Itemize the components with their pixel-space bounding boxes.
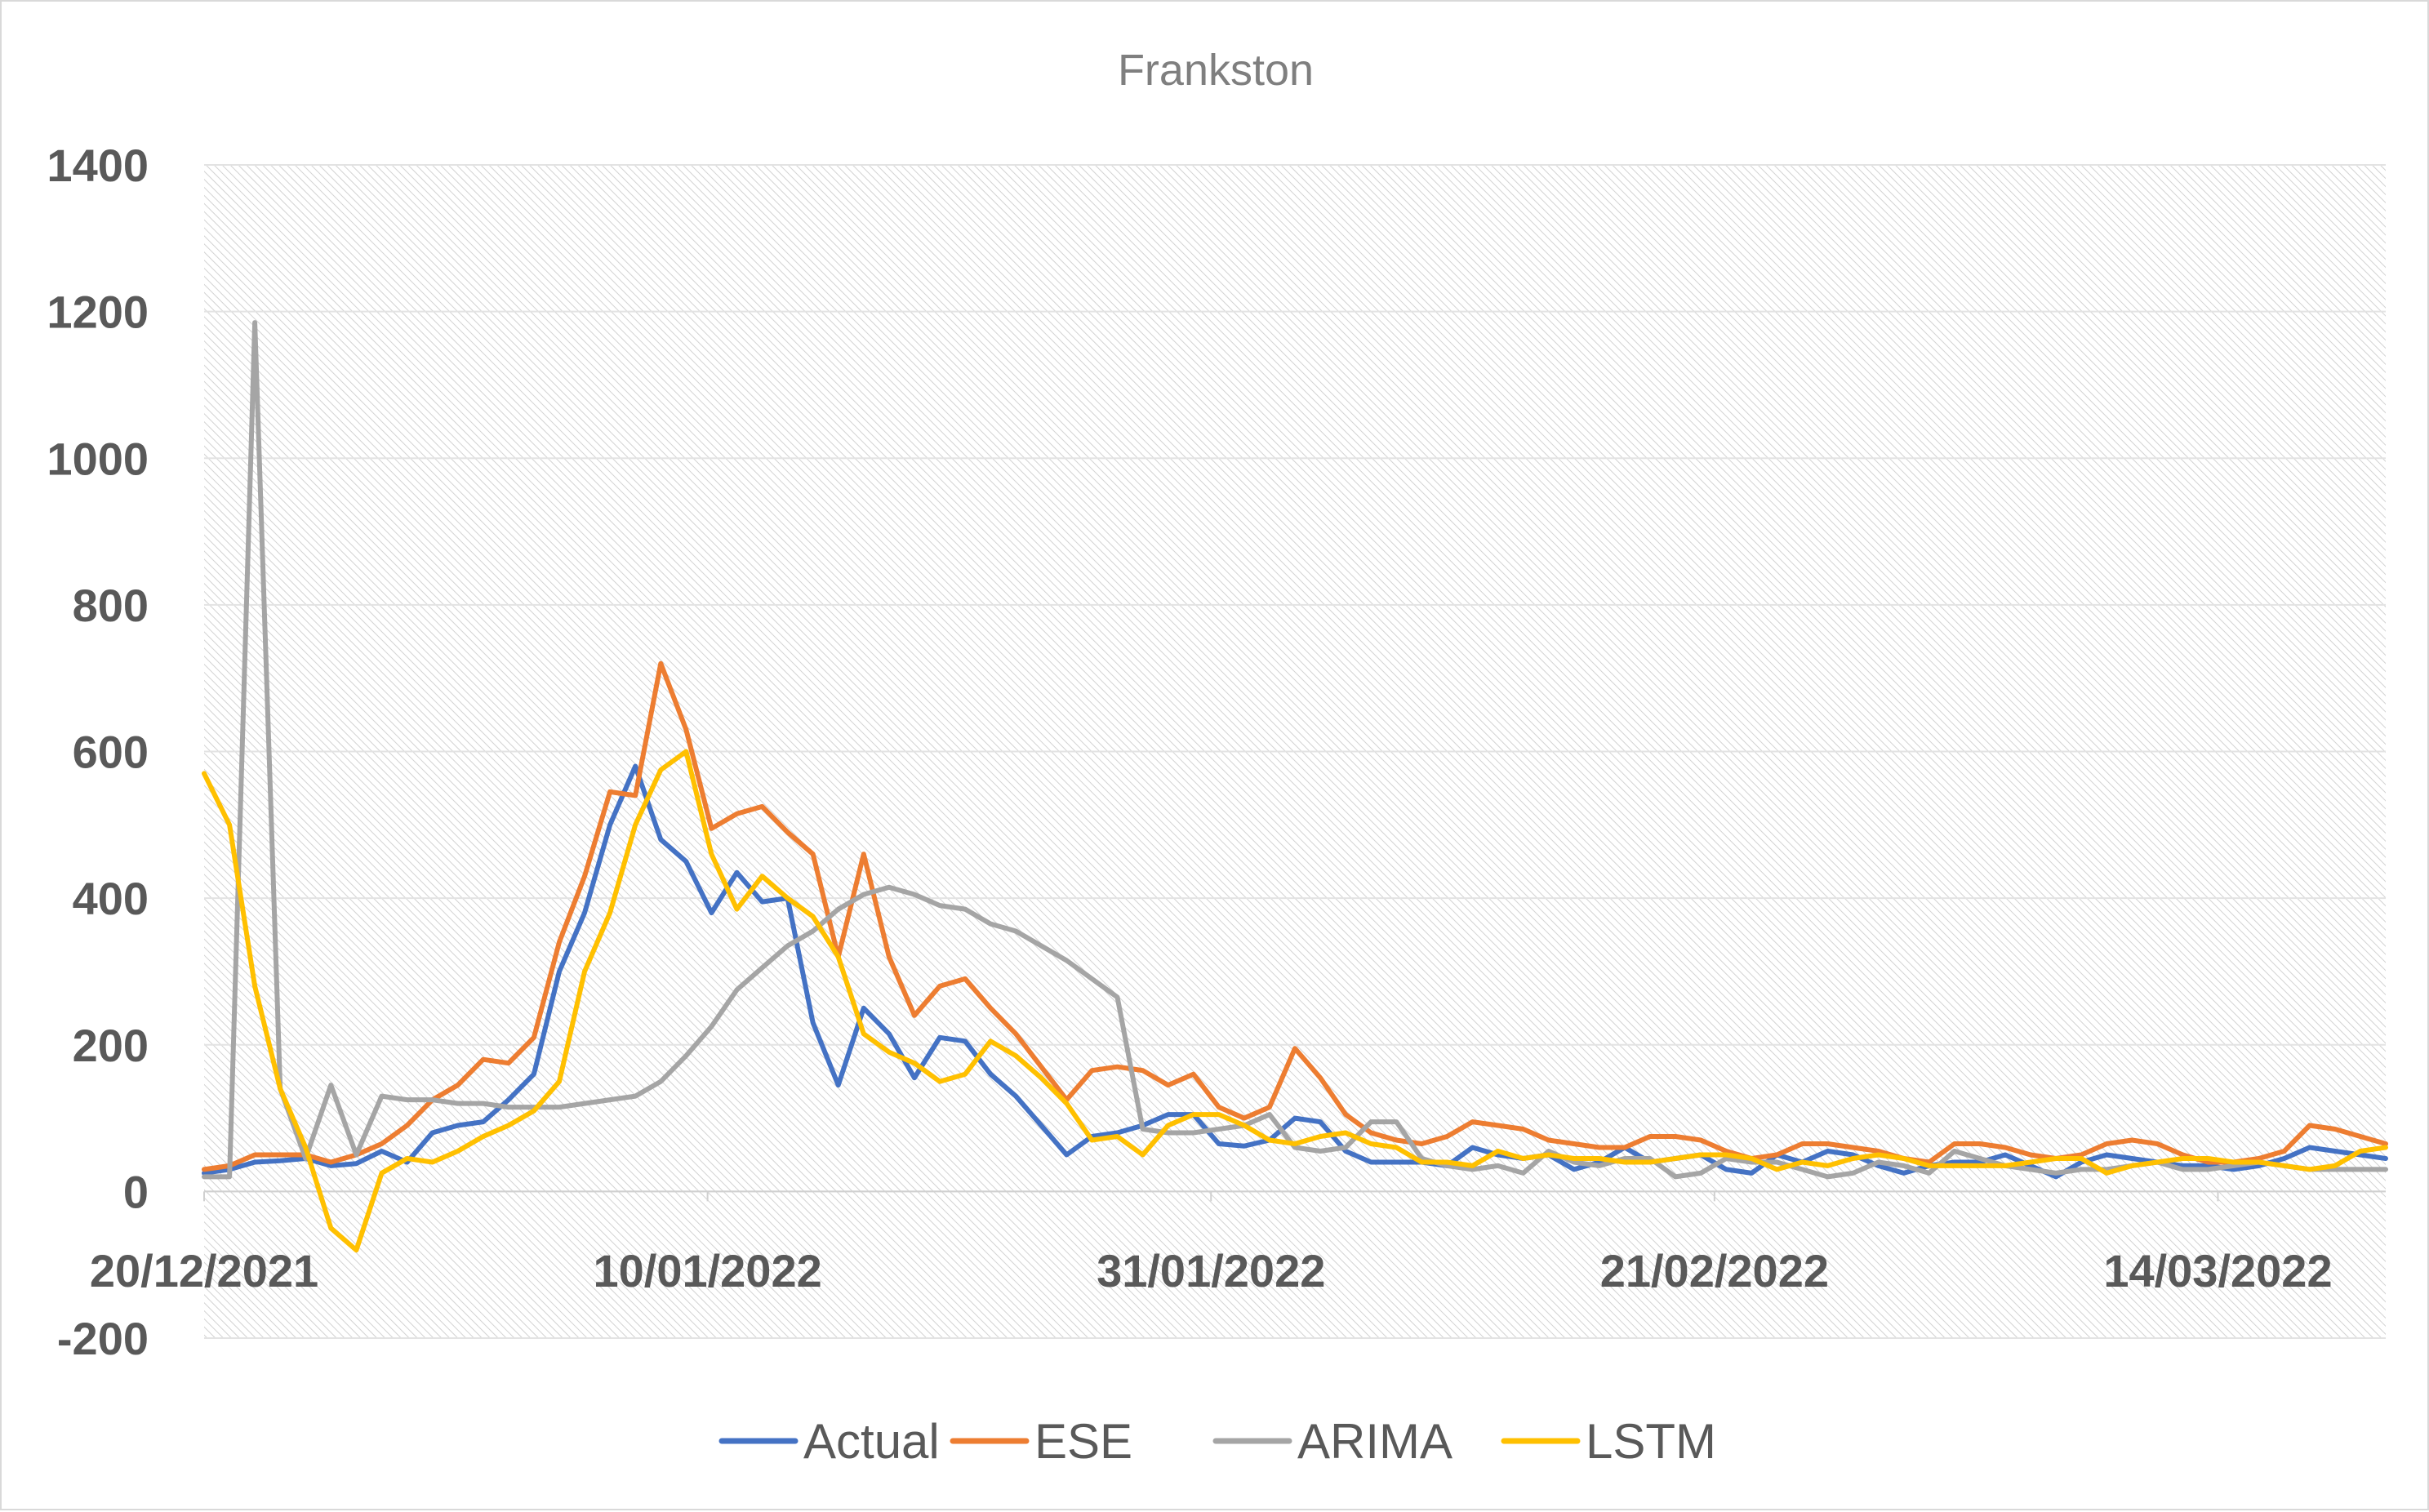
y-tick-label: 800 xyxy=(73,580,149,631)
series-line-ese xyxy=(202,660,2388,1172)
y-tick-label: 0 xyxy=(123,1166,149,1217)
y-tick-label: 1200 xyxy=(47,287,149,338)
y-tick-label: -200 xyxy=(57,1313,149,1364)
x-tick-label: 14/03/2022 xyxy=(2103,1245,2332,1296)
legend-label-arima: ARIMA xyxy=(1297,1414,1453,1469)
y-axis-ticks: -200 0 200 400 600 800 1000 1200 1400 xyxy=(47,140,149,1364)
y-tick-label: 600 xyxy=(73,727,149,778)
legend-label-ese: ESE xyxy=(1034,1414,1132,1469)
x-tick-label: 10/01/2022 xyxy=(593,1245,821,1296)
legend-label-actual: Actual xyxy=(803,1414,940,1469)
y-tick-label: 1000 xyxy=(47,433,149,484)
series-line-lstm xyxy=(202,749,2388,1253)
chart-title: Frankston xyxy=(1118,46,1314,95)
y-tick-label: 400 xyxy=(73,873,149,924)
x-tick-label: 21/02/2022 xyxy=(1600,1245,1829,1296)
x-axis: 20/12/2021 10/01/2022 31/01/2022 21/02/2022… xyxy=(90,1190,2386,1296)
y-tick-label: 200 xyxy=(73,1020,149,1071)
series-line-arima xyxy=(202,320,2388,1180)
series-lines xyxy=(202,320,2388,1253)
x-tick-label: 31/01/2022 xyxy=(1097,1245,1325,1296)
legend-label-lstm: LSTM xyxy=(1586,1414,1716,1469)
legend: Actual ESE ARIMA LSTM xyxy=(718,1414,1716,1469)
y-tick-label: 1400 xyxy=(47,140,149,191)
x-tick-label: 20/12/2021 xyxy=(90,1245,318,1296)
